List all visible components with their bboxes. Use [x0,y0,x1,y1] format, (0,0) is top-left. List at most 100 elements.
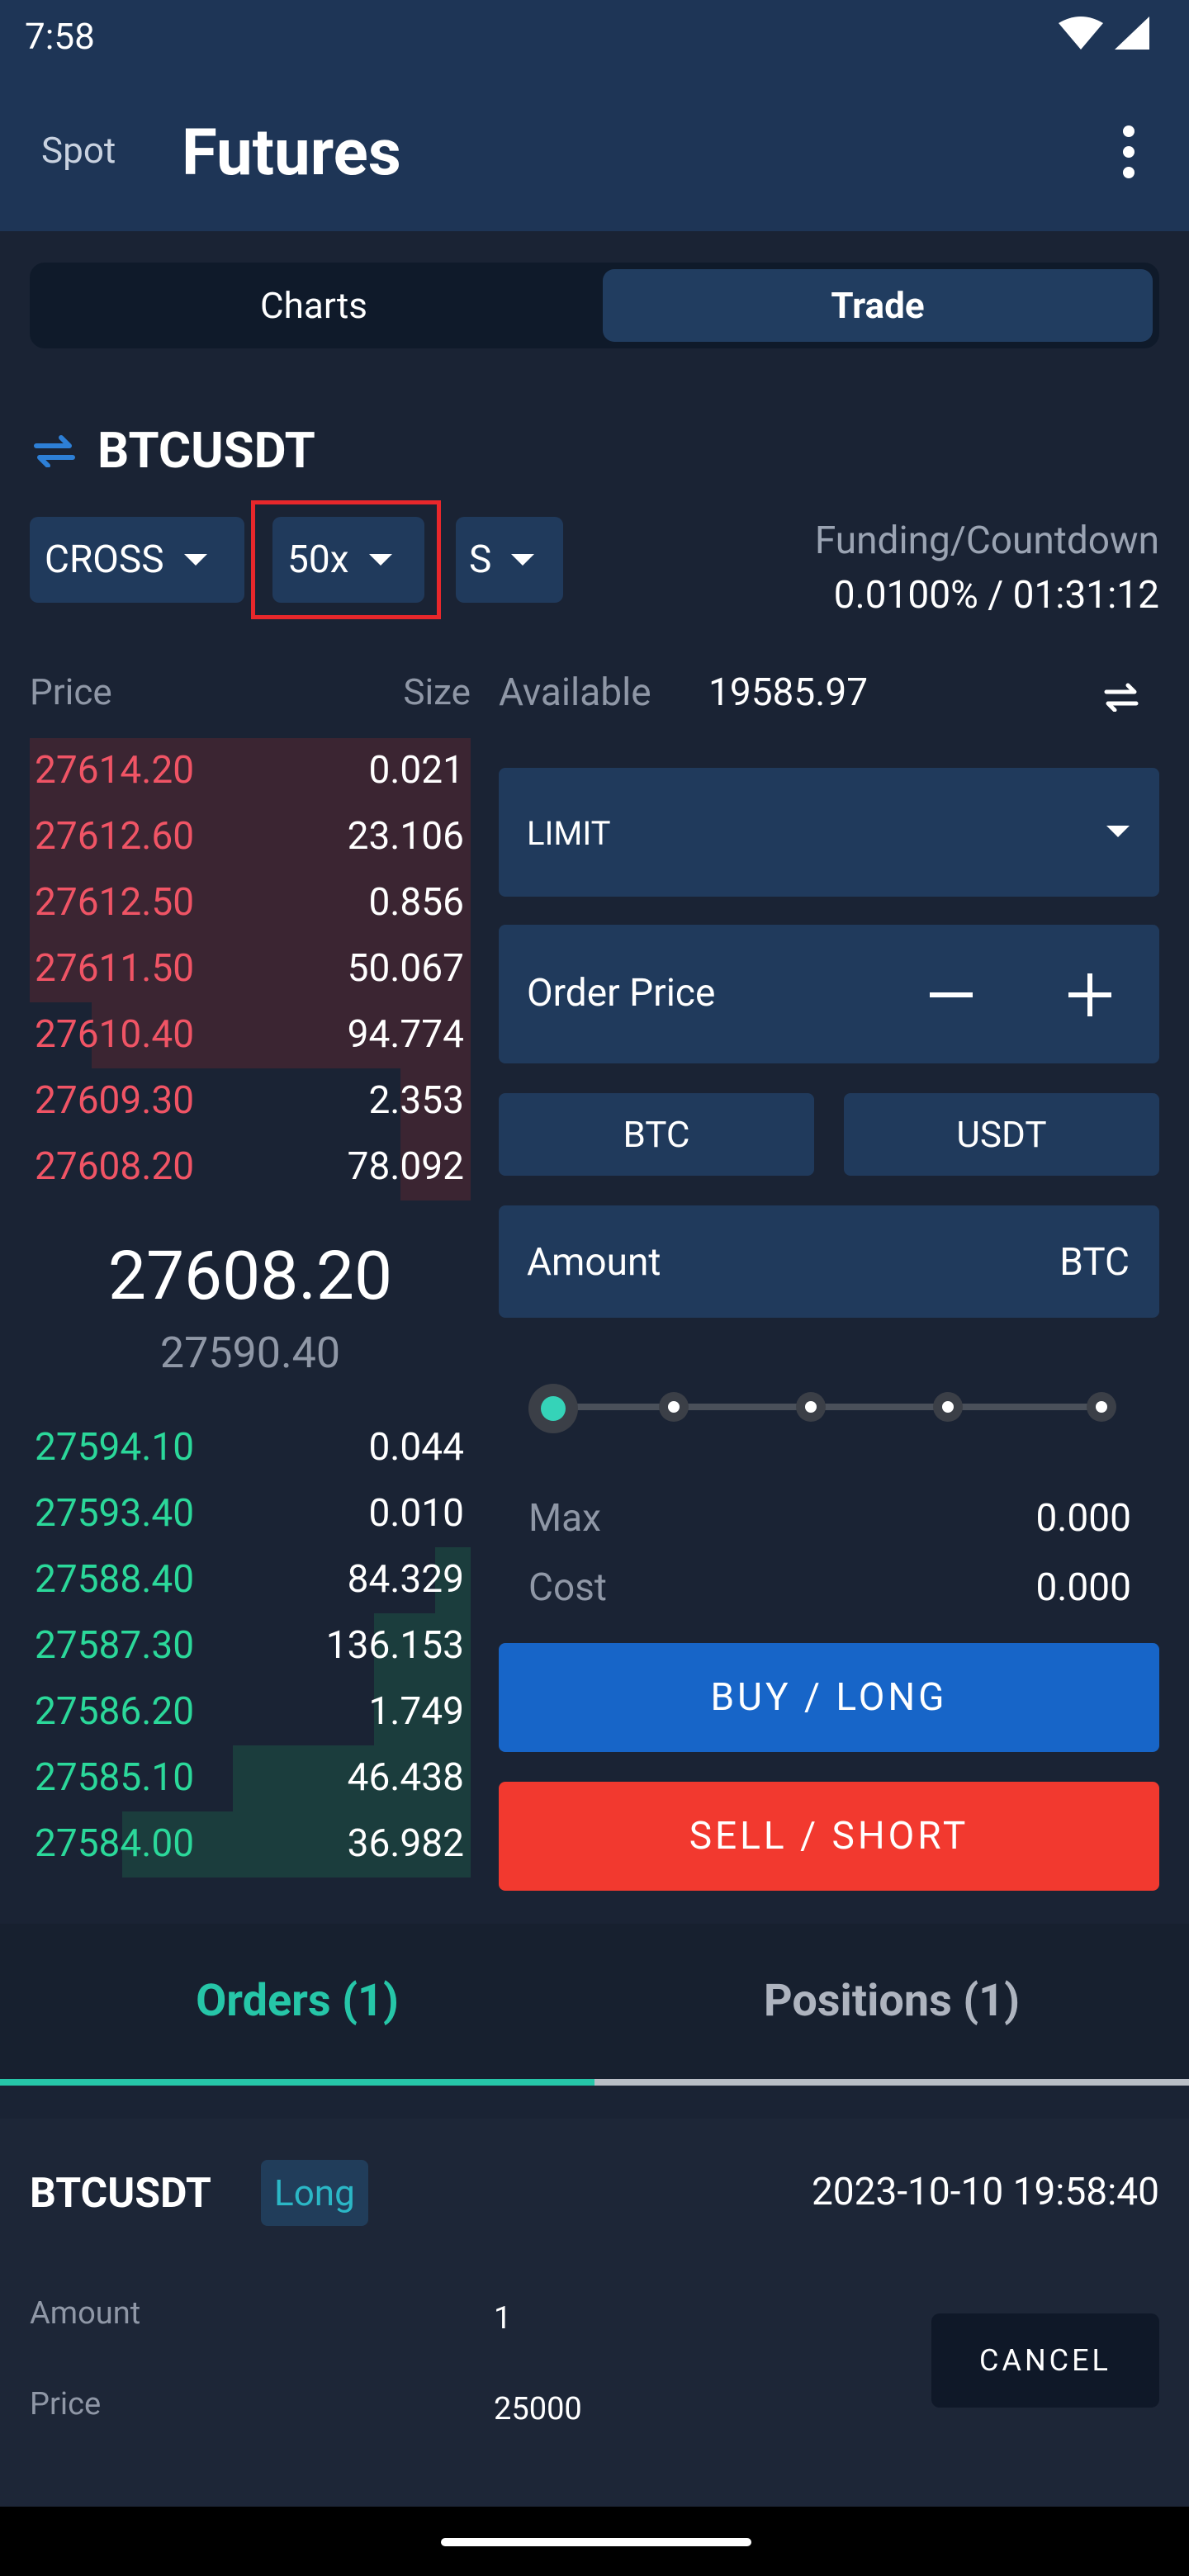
slider-step-25[interactable] [659,1392,689,1422]
depth-bar [400,1068,471,1134]
amount-slider[interactable] [528,1382,1131,1433]
app-header: 7:58 Spot Futures [0,0,1189,231]
home-gesture-bar[interactable] [441,2538,751,2546]
order-time: 2023-10-10 19:58:40 [811,2170,1159,2214]
order-side-badge: Long [261,2160,368,2226]
row-size: 0.021 [368,748,464,793]
more-options-icon[interactable] [1123,125,1135,187]
slider-step-75[interactable] [933,1392,963,1422]
orderbook-row[interactable]: 27584.00 36.982 [30,1811,471,1878]
spot-tab[interactable]: Spot [41,129,116,172]
margin-mode-dropdown[interactable]: CROSS [30,517,244,603]
amount-label: Amount [527,1240,661,1285]
unit-btc-button[interactable]: BTC [499,1093,814,1176]
sell-short-button[interactable]: SELL / SHORT [499,1782,1159,1891]
slider-step-50[interactable] [796,1392,826,1422]
orderbook-row[interactable]: 27587.30 136.153 [30,1613,471,1679]
buy-long-button[interactable]: BUY / LONG [499,1643,1159,1752]
orderbook-row[interactable]: 27593.40 0.010 [30,1481,471,1547]
cancel-order-button[interactable]: CANCEL [931,2313,1159,2408]
row-price: 27588.40 [35,1557,195,1602]
order-amount-label: Amount [30,2295,141,2332]
position-mode-label: S [469,537,492,582]
available-label: Available [499,670,651,715]
orderbook-row[interactable]: 27594.10 0.044 [30,1415,471,1481]
orderbook-row[interactable]: 27585.10 46.438 [30,1745,471,1811]
orderbook-row[interactable]: 27611.50 50.067 [30,936,471,1002]
row-price: 27614.20 [35,748,195,793]
row-size: 50.067 [347,946,464,991]
active-tab-indicator [0,2079,594,2086]
cellular-signal-icon [1115,17,1149,50]
order-type-dropdown[interactable]: LIMIT [499,768,1159,897]
chevron-down-icon [183,554,207,566]
row-size: 0.044 [368,1425,464,1470]
chevron-down-icon [1106,826,1130,837]
row-size: 23.106 [347,814,464,859]
slider-step-100[interactable] [1087,1392,1116,1422]
status-icons [1059,17,1149,50]
plus-icon-vertical[interactable] [1087,973,1092,1016]
row-size: 2.353 [368,1078,464,1123]
orderbook-header: Price Size [30,670,471,713]
amount-field[interactable]: Amount BTC [499,1205,1159,1318]
tab-trade[interactable]: Trade [603,269,1153,342]
depth-bar [30,738,471,804]
orderbook-row[interactable]: 27588.40 84.329 [30,1547,471,1613]
transfer-icon[interactable] [1103,682,1139,712]
orderbook-asks: 27614.20 0.021 27612.60 23.106 27612.50 0.856… [30,738,471,1200]
page-title: Futures [182,116,401,191]
pair-selector[interactable]: BTCUSDT [33,421,315,480]
orderbook-row[interactable]: 27612.60 23.106 [30,804,471,870]
chevron-down-icon [368,554,392,566]
orderbook-row[interactable]: 27610.40 94.774 [30,1002,471,1068]
depth-bar [435,1547,471,1613]
row-price: 27585.10 [35,1755,195,1800]
tab-divider [594,2079,1189,2086]
slider-thumb[interactable] [528,1384,578,1433]
depth-bar [400,1134,471,1200]
row-size: 94.774 [347,1012,464,1057]
tab-charts[interactable]: Charts [260,284,367,327]
orderbook-row[interactable]: 27614.20 0.021 [30,738,471,804]
minus-icon[interactable] [930,992,973,997]
cost-row: Cost 0.000 [528,1565,1131,1610]
orderbook-row[interactable]: 27608.20 78.092 [30,1134,471,1200]
order-price-field[interactable]: Order Price [499,925,1159,1063]
orders-tabs: Orders (1) Positions (1) [0,1924,1189,2086]
tab-orders[interactable]: Orders (1) [196,1975,399,2027]
depth-bar [122,1811,471,1878]
orderbook-row[interactable]: 27586.20 1.749 [30,1679,471,1745]
order-price-value: 25000 [494,2391,582,2427]
leverage-dropdown[interactable]: 50x [272,517,424,603]
max-row: Max 0.000 [528,1496,1131,1541]
funding-info: Funding/Countdown 0.0100% / 01:31:12 [815,519,1159,618]
funding-label: Funding/Countdown [814,519,1159,563]
row-size: 78.092 [347,1144,464,1189]
orderbook-row[interactable]: 27612.50 0.856 [30,870,471,936]
orderbook-row[interactable]: 27609.30 2.353 [30,1068,471,1134]
order-amount-value: 1 [494,2300,512,2337]
row-size: 0.856 [368,880,464,925]
margin-mode-label: CROSS [45,537,164,582]
row-price: 27586.20 [35,1689,195,1734]
depth-bar [91,1002,471,1068]
slider-track [553,1404,1106,1410]
unit-usdt-button[interactable]: USDT [844,1093,1159,1176]
depth-bar [373,1679,471,1745]
position-mode-dropdown[interactable]: S [456,517,563,603]
row-size: 36.982 [347,1821,464,1866]
row-size: 46.438 [347,1755,464,1800]
row-price: 27611.50 [35,946,195,991]
view-segmented-control: Charts Trade [30,263,1159,348]
order-price-label: Price [30,2386,102,2422]
row-price: 27609.30 [35,1078,195,1123]
row-size: 1.749 [368,1689,464,1734]
cost-value: 0.000 [1035,1565,1131,1610]
funding-value: 0.0100% / 01:31:12 [833,573,1159,618]
row-size: 0.010 [368,1491,464,1536]
tab-positions[interactable]: Positions (1) [763,1975,1021,2027]
row-price: 27610.40 [35,1012,195,1057]
row-size: 84.329 [347,1557,464,1602]
system-nav-bar [0,2507,1189,2576]
